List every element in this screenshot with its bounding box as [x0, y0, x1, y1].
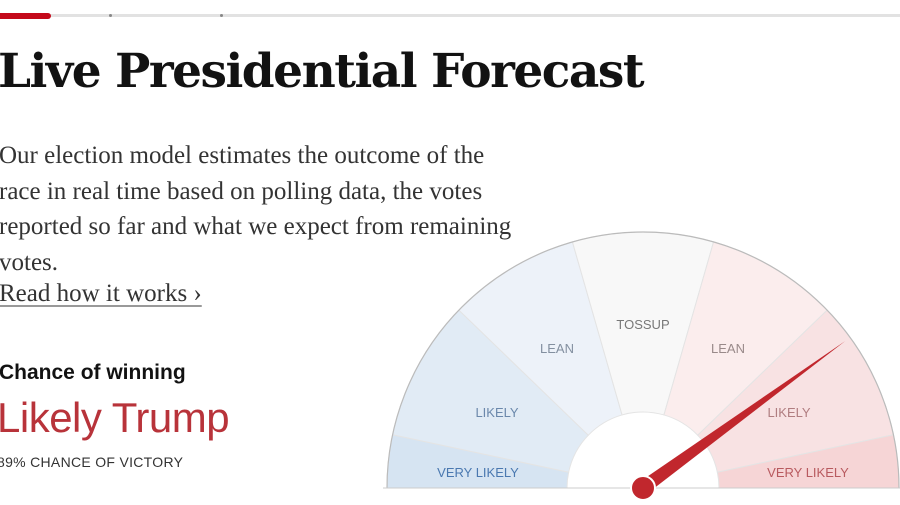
gauge-label-dem: LIKELY — [475, 405, 518, 420]
progress-fill — [0, 13, 51, 19]
page-title: Live Presidential Forecast — [0, 44, 645, 99]
read-how-it-works-link[interactable]: Read how it works › — [0, 280, 202, 307]
progress-bar — [0, 13, 900, 19]
gauge-needle-hub — [630, 475, 656, 501]
gauge-label-rep: LEAN — [711, 341, 745, 356]
chance-of-victory: 89% CHANCE OF VICTORY — [0, 454, 184, 470]
progress-marker — [220, 14, 223, 17]
chance-heading: Chance of winning — [0, 361, 186, 384]
intro-text: Our election model estimates the outcome… — [0, 142, 512, 276]
gauge-label-dem: LEAN — [540, 341, 574, 356]
forecast-verdict: Likely Trump — [0, 394, 230, 441]
gauge-label-rep: LIKELY — [767, 405, 810, 420]
gauge-label-dem: VERY LIKELY — [437, 465, 519, 480]
gauge-label-rep: VERY LIKELY — [767, 465, 849, 480]
gauge-outline — [386, 231, 900, 489]
progress-marker — [109, 14, 112, 17]
gauge-label-none: TOSSUP — [616, 317, 669, 332]
gauge-needle — [638, 341, 846, 494]
